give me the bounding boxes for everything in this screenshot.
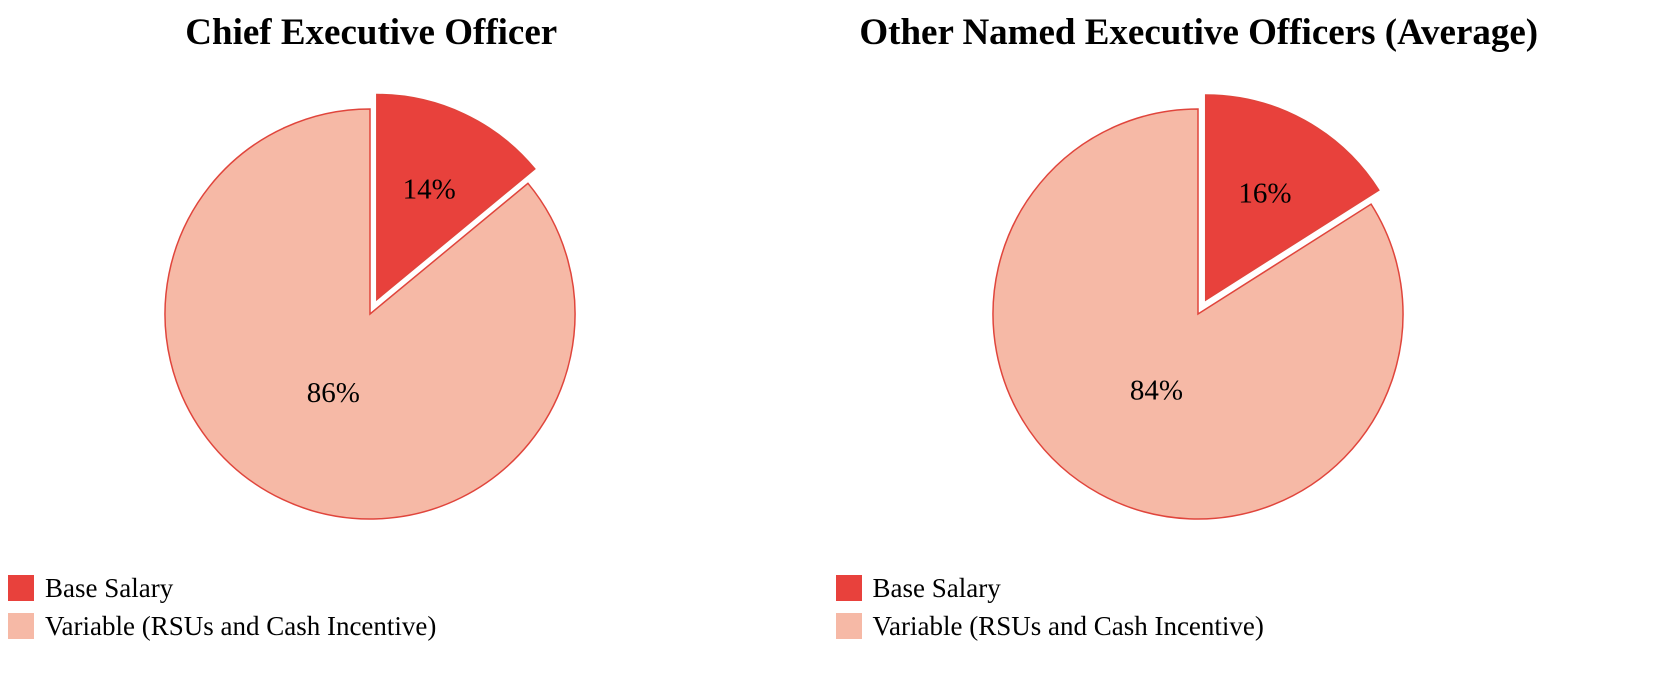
legend-other-neos: Base Salary Variable (RSUs and Cash Ince… — [828, 569, 1655, 645]
legend-item-base-salary: Base Salary — [8, 569, 828, 607]
legend-swatch-variable-icon — [835, 613, 862, 639]
pie-data-label: 86% — [307, 377, 360, 409]
chart-panel-other-neos: Other Named Executive Officers (Average)… — [828, 0, 1655, 687]
legend-swatch-base-salary-icon — [8, 575, 34, 601]
pie-data-label: 16% — [1238, 177, 1291, 209]
legend-item-variable: Variable (RSUs and Cash Incentive) — [8, 607, 828, 645]
legend-swatch-base-salary-icon — [835, 575, 862, 601]
pie-slice-variable-rsus-and-cash-incentive — [991, 108, 1404, 520]
pie-chart-ceo: 14% 86% — [164, 93, 576, 520]
pie-slice-base-salary — [1204, 94, 1380, 302]
legend-item-base-salary: Base Salary — [835, 569, 1655, 607]
pie-data-label: 84% — [1129, 375, 1182, 407]
chart-panel-ceo: Chief Executive Officer 14% 86% Base Sala… — [0, 12, 828, 645]
legend-item-variable: Variable (RSUs and Cash Incentive) — [835, 607, 1655, 645]
pie-chart-other-neos: 16% 84% — [991, 94, 1404, 520]
pie-slice-variable-rsus-and-cash-incentive — [164, 108, 576, 520]
pie-slice-base-salary — [376, 93, 536, 302]
chart-title-ceo: Chief Executive Officer — [185, 12, 558, 53]
pie-data-label: 14% — [403, 173, 456, 205]
legend-label-variable: Variable (RSUs and Cash Incentive) — [872, 610, 1264, 641]
legend-label-base-salary: Base Salary — [45, 572, 174, 603]
legend-ceo: Base Salary Variable (RSUs and Cash Ince… — [0, 569, 828, 645]
chart-title-other-neos: Other Named Executive Officers (Average) — [859, 12, 1539, 53]
legend-label-variable: Variable (RSUs and Cash Incentive) — [45, 610, 437, 641]
legend-swatch-variable-icon — [8, 613, 34, 639]
legend-label-base-salary: Base Salary — [872, 572, 1001, 603]
